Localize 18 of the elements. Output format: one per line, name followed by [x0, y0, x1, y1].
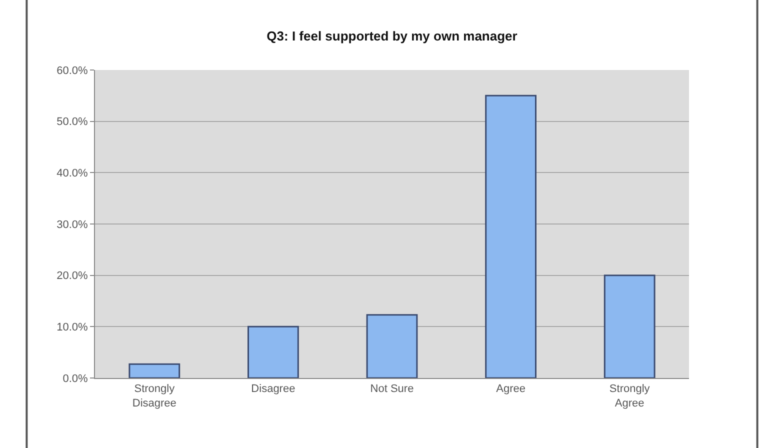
bar [128, 363, 180, 378]
bar [366, 314, 418, 378]
chart-title: Q3: I feel supported by my own manager [266, 28, 518, 44]
bar [604, 274, 656, 378]
x-tick-label: Strongly Agree [609, 383, 650, 410]
x-tick-label: Strongly Disagree [132, 383, 176, 410]
y-tick-label: 50.0% [56, 116, 88, 128]
y-tick-label: 40.0% [56, 168, 88, 180]
bar [485, 94, 536, 378]
x-tick-label: Agree [496, 383, 526, 396]
y-tick-label: 0.0% [62, 372, 88, 385]
y-tick-label: 30.0% [56, 218, 88, 231]
x-tick-label: Not Sure [370, 383, 414, 396]
y-tick-label: 20.0% [56, 270, 88, 282]
x-tick-label: Disagree [251, 383, 296, 396]
bar [248, 326, 299, 378]
y-tick-label: 10.0% [56, 322, 88, 334]
y-tick-label: 60.0% [56, 64, 88, 77]
